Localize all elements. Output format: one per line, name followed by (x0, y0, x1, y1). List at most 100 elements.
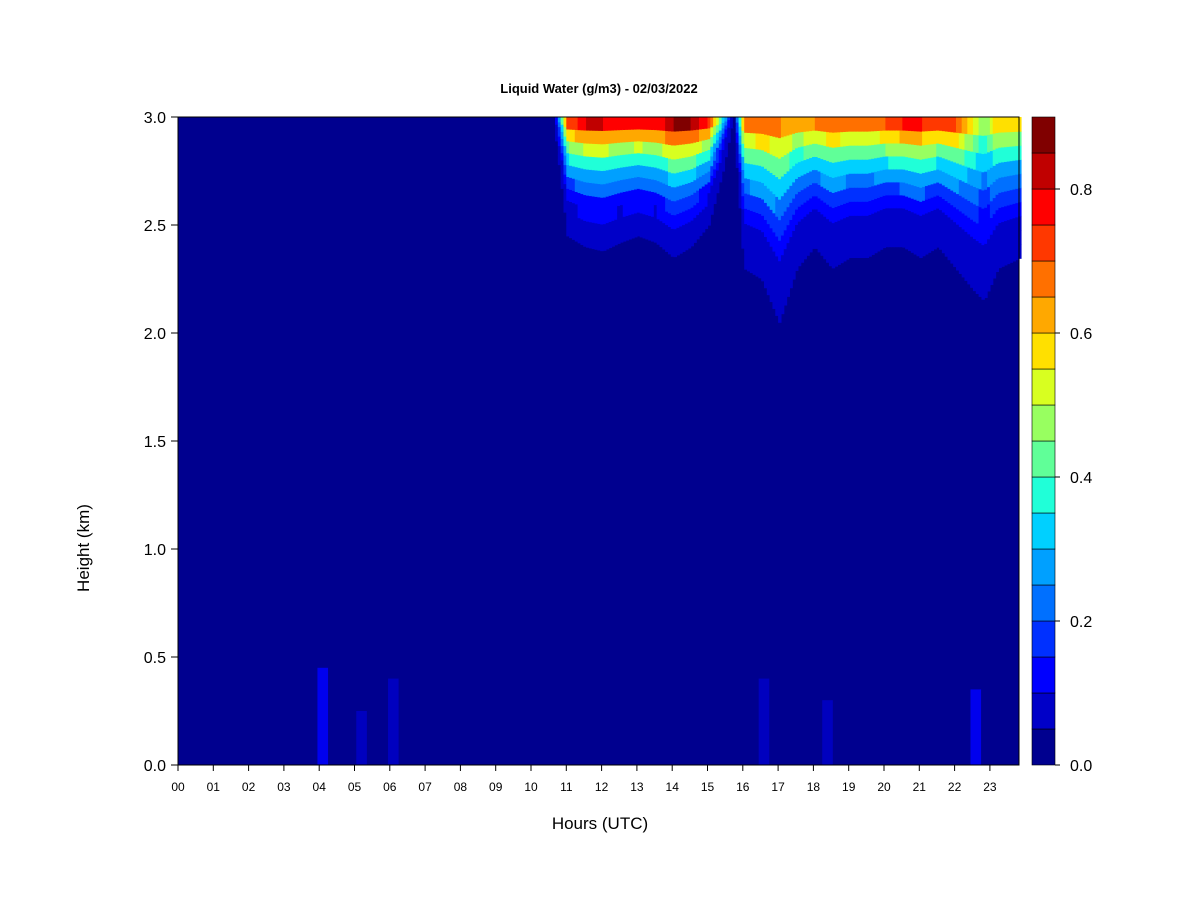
cloud-cell (922, 172, 926, 187)
cloud-cell (941, 184, 946, 199)
cloud-cell (978, 188, 983, 208)
colorbar-swatch (1031, 548, 1056, 586)
cloud-cell (989, 250, 994, 269)
cloud-cell (1009, 146, 1014, 162)
cloud-cell (814, 208, 819, 223)
cloud-cell (823, 187, 827, 203)
cloud-cell (783, 173, 788, 193)
cloud-cell (783, 117, 788, 137)
cloud-cell (608, 182, 613, 196)
cloud-cell (800, 117, 805, 133)
cloud-cell (913, 240, 918, 255)
cloud-cell (950, 219, 954, 235)
cloud-cell (896, 194, 901, 209)
cloud-cell (939, 235, 943, 250)
cloud-cell (594, 143, 598, 158)
cloud-cell (916, 227, 920, 243)
cloud-cell (665, 170, 669, 185)
cloud-cell (902, 143, 906, 157)
cloud-cell (653, 142, 658, 156)
cloud-cell (851, 173, 855, 188)
cloud-cell (631, 201, 635, 215)
cloud-cell (919, 131, 923, 146)
cloud-cell (586, 143, 590, 157)
cloud-cell (577, 142, 582, 156)
cloud-cell (721, 117, 726, 123)
cloud-cell (978, 224, 983, 244)
cloud-cell (749, 194, 754, 211)
colorbar-swatch (1031, 152, 1056, 190)
cloud-cell (693, 217, 697, 231)
cloud-cell (786, 134, 790, 154)
cloud-cell (1001, 117, 1005, 133)
cloud-cell (634, 140, 638, 154)
cloud-cell (645, 190, 649, 203)
cloud-cell (992, 181, 997, 199)
cloud-cell (555, 133, 559, 137)
cloud-cell (631, 213, 635, 227)
cloud-cell (577, 117, 582, 131)
cloud-cell (924, 212, 929, 228)
cloud-cell (910, 157, 915, 172)
cloud-cell (642, 225, 646, 239)
cloud-cell (619, 129, 624, 143)
cloud-cell (710, 204, 714, 215)
cloud-cell (803, 244, 807, 260)
cloud-cell (888, 207, 892, 222)
cloud-cell (560, 152, 565, 161)
cloud-cell (555, 138, 559, 142)
cloud-cell (619, 117, 624, 131)
cloud-cell (639, 200, 644, 214)
cloud-cell (843, 145, 847, 161)
cloud-cell (747, 255, 751, 272)
cloud-cell (871, 171, 875, 187)
cloud-cell (975, 275, 980, 294)
cloud-cell (710, 126, 714, 138)
cloud-cell (930, 210, 935, 225)
colorbar-tick-label: 0.8 (1070, 182, 1092, 199)
cloud-cell (763, 236, 768, 255)
cloud-cell (1006, 248, 1011, 265)
cloud-cell (724, 152, 728, 158)
cloud-cell (600, 157, 604, 172)
cloud-cell (1004, 205, 1008, 222)
cloud-cell (862, 215, 867, 230)
cloud-cell (1018, 131, 1022, 146)
cloud-cell (617, 180, 621, 194)
cloud-cell (958, 148, 963, 165)
cloud-cell (823, 202, 827, 217)
cloud-cell (557, 159, 562, 166)
cloud-cell (670, 214, 675, 229)
cloud-cell (769, 172, 774, 192)
cloud-cell (922, 227, 926, 243)
cloud-cell (939, 169, 943, 184)
cloud-cell (961, 132, 966, 150)
cloud-cell (778, 199, 782, 221)
cloud-cell (741, 182, 745, 197)
cloud-cell (625, 190, 630, 204)
cloud-cell (744, 238, 748, 255)
cloud-cell (865, 187, 870, 202)
colorbar-swatch (1031, 296, 1056, 334)
cloud-cell (851, 145, 855, 160)
cloud-cell (848, 117, 853, 132)
cloud-cell (843, 117, 847, 132)
cloud-cell (569, 117, 573, 130)
cloud-cell (636, 212, 641, 225)
cloud-cell (961, 212, 966, 230)
cloud-cell (922, 130, 926, 146)
cloud-cell (569, 225, 573, 239)
cloud-cell (707, 127, 711, 140)
cloud-cell (893, 194, 898, 209)
cloud-cell (591, 182, 596, 197)
cloud-cell (617, 230, 621, 244)
cloud-cell (557, 121, 562, 128)
cloud-cell (715, 185, 720, 194)
cloud-cell (910, 225, 915, 240)
cloud-cell (628, 153, 632, 167)
cloud-cell (555, 117, 559, 120)
cloud-cell (622, 117, 627, 130)
cloud-cell (600, 143, 604, 158)
cloud-cell (645, 153, 649, 167)
cloud-cell (665, 130, 669, 145)
